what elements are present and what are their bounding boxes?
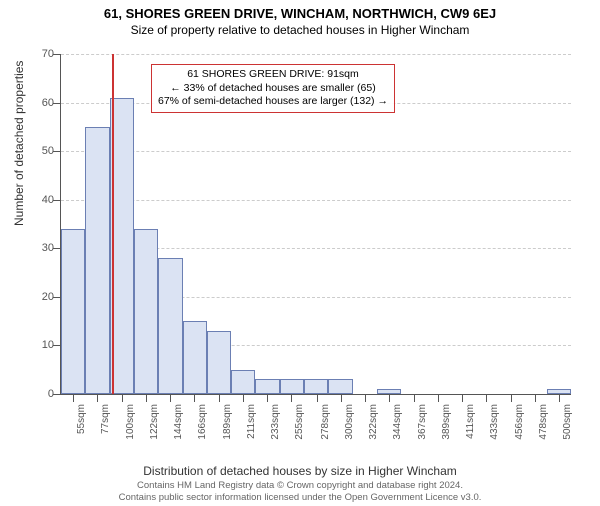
y-tick-label: 30	[42, 242, 54, 254]
y-tick	[53, 103, 61, 104]
histogram-bar	[304, 379, 328, 394]
histogram-bar	[61, 229, 85, 394]
x-tick-label: 389sqm	[441, 404, 452, 440]
x-tick-label: 122sqm	[149, 404, 160, 440]
x-tick	[535, 394, 536, 402]
x-axis-title: Distribution of detached houses by size …	[0, 464, 600, 478]
histogram-bar	[158, 258, 182, 394]
y-tick	[53, 200, 61, 201]
histogram-bar	[255, 379, 279, 394]
x-tick-label: 211sqm	[246, 404, 257, 439]
x-tick	[365, 394, 366, 402]
x-tick	[559, 394, 560, 402]
x-tick-label: 456sqm	[514, 404, 525, 440]
y-tick-label: 40	[42, 194, 54, 206]
info-line-3: 67% of semi-detached houses are larger (…	[158, 95, 388, 109]
x-tick	[511, 394, 512, 402]
x-tick	[389, 394, 390, 402]
info-line-2: ← 33% of detached houses are smaller (65…	[158, 82, 388, 96]
x-tick	[170, 394, 171, 402]
y-tick	[53, 345, 61, 346]
x-tick	[414, 394, 415, 402]
x-tick-label: 166sqm	[197, 404, 208, 440]
y-tick-label: 60	[42, 97, 54, 109]
y-tick-label: 0	[48, 388, 54, 400]
x-tick-label: 478sqm	[538, 404, 549, 440]
y-tick	[53, 54, 61, 55]
x-tick-label: 233sqm	[270, 404, 281, 440]
x-tick	[438, 394, 439, 402]
page-subtitle: Size of property relative to detached ho…	[0, 23, 600, 37]
x-tick	[291, 394, 292, 402]
x-tick	[219, 394, 220, 402]
x-tick-label: 144sqm	[173, 404, 184, 440]
y-tick-label: 10	[42, 339, 54, 351]
y-tick-label: 20	[42, 291, 54, 303]
grid-line	[61, 151, 571, 152]
x-tick	[243, 394, 244, 402]
histogram-bar	[85, 127, 109, 394]
plot-region: 61 SHORES GREEN DRIVE: 91sqm ← 33% of de…	[60, 54, 571, 395]
y-tick	[53, 151, 61, 152]
x-tick-label: 367sqm	[417, 404, 428, 440]
x-tick	[73, 394, 74, 402]
x-tick-label: 255sqm	[294, 404, 305, 440]
x-tick-label: 433sqm	[489, 404, 500, 440]
y-tick-label: 70	[42, 48, 54, 60]
x-tick	[317, 394, 318, 402]
x-tick	[267, 394, 268, 402]
x-tick	[194, 394, 195, 402]
histogram-bar	[134, 229, 158, 394]
grid-line	[61, 54, 571, 55]
histogram-bar	[231, 370, 255, 394]
y-tick	[53, 248, 61, 249]
x-tick	[341, 394, 342, 402]
x-tick-label: 344sqm	[392, 404, 403, 440]
x-tick-label: 322sqm	[368, 404, 379, 440]
marker-line	[112, 54, 114, 394]
x-tick-label: 300sqm	[344, 404, 355, 440]
y-axis-title: Number of detached properties	[12, 61, 26, 226]
x-tick-label: 411sqm	[465, 404, 476, 439]
y-tick	[53, 297, 61, 298]
chart-area: 61 SHORES GREEN DRIVE: 91sqm ← 33% of de…	[60, 54, 570, 424]
histogram-bar	[207, 331, 231, 394]
footer-line-1: Contains HM Land Registry data © Crown c…	[0, 480, 600, 491]
x-tick-label: 189sqm	[222, 404, 233, 440]
histogram-bar	[280, 379, 304, 394]
x-tick	[146, 394, 147, 402]
page-title: 61, SHORES GREEN DRIVE, WINCHAM, NORTHWI…	[0, 6, 600, 21]
chart-container: 61, SHORES GREEN DRIVE, WINCHAM, NORTHWI…	[0, 6, 600, 506]
x-tick-label: 278sqm	[320, 404, 331, 440]
histogram-bar	[183, 321, 207, 394]
x-tick-label: 500sqm	[562, 404, 573, 440]
x-tick-label: 100sqm	[125, 404, 136, 440]
histogram-bar	[328, 379, 352, 394]
x-tick	[97, 394, 98, 402]
x-tick	[486, 394, 487, 402]
y-tick-label: 50	[42, 145, 54, 157]
info-box: 61 SHORES GREEN DRIVE: 91sqm ← 33% of de…	[151, 64, 395, 113]
x-tick	[122, 394, 123, 402]
grid-line	[61, 200, 571, 201]
footer-line-2: Contains public sector information licen…	[0, 492, 600, 503]
info-line-1: 61 SHORES GREEN DRIVE: 91sqm	[158, 68, 388, 82]
x-tick-label: 55sqm	[76, 404, 87, 434]
x-tick-label: 77sqm	[100, 404, 111, 434]
y-tick	[53, 394, 61, 395]
x-tick	[462, 394, 463, 402]
